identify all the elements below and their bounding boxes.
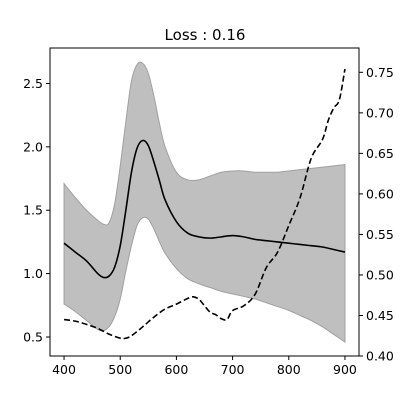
axes: 400 500 600 700 800 900 0.5 1.0 1.5 2.0 2.5 0.40 0.4… — [23, 47, 394, 377]
x-tick-label: 400 — [52, 362, 76, 377]
uncertainty-band — [63, 61, 346, 344]
y-right-tick-label: 0.50 — [366, 267, 394, 282]
y-right-tick-label: 0.70 — [366, 105, 394, 120]
y-left-tick-label: 0.5 — [23, 329, 43, 344]
y-right-tick-label: 0.45 — [366, 308, 394, 323]
y-left-tick-label: 2.0 — [23, 139, 43, 154]
mean-line — [63, 139, 346, 279]
y-right-tick-label: 0.55 — [366, 227, 394, 242]
plot-area — [63, 61, 346, 344]
y-left-tick-label: 1.5 — [23, 203, 43, 218]
y-right-tick-label: 0.60 — [366, 186, 394, 201]
x-tick-label: 900 — [333, 362, 357, 377]
dashed-line — [63, 68, 346, 340]
plot-frame — [49, 47, 360, 357]
x-tick-label: 700 — [221, 362, 245, 377]
y-right-tick-label: 0.65 — [366, 146, 394, 161]
y-left-tick-label: 1.0 — [23, 266, 43, 281]
chart-title: Loss : 0.16 — [165, 26, 246, 44]
y-right-tick-label: 0.40 — [366, 349, 394, 364]
x-tick-label: 800 — [277, 362, 301, 377]
y-left-tick-label: 2.5 — [23, 76, 43, 91]
x-tick-label: 600 — [164, 362, 188, 377]
y-right-tick-label: 0.75 — [366, 65, 394, 80]
x-tick-label: 500 — [108, 362, 132, 377]
